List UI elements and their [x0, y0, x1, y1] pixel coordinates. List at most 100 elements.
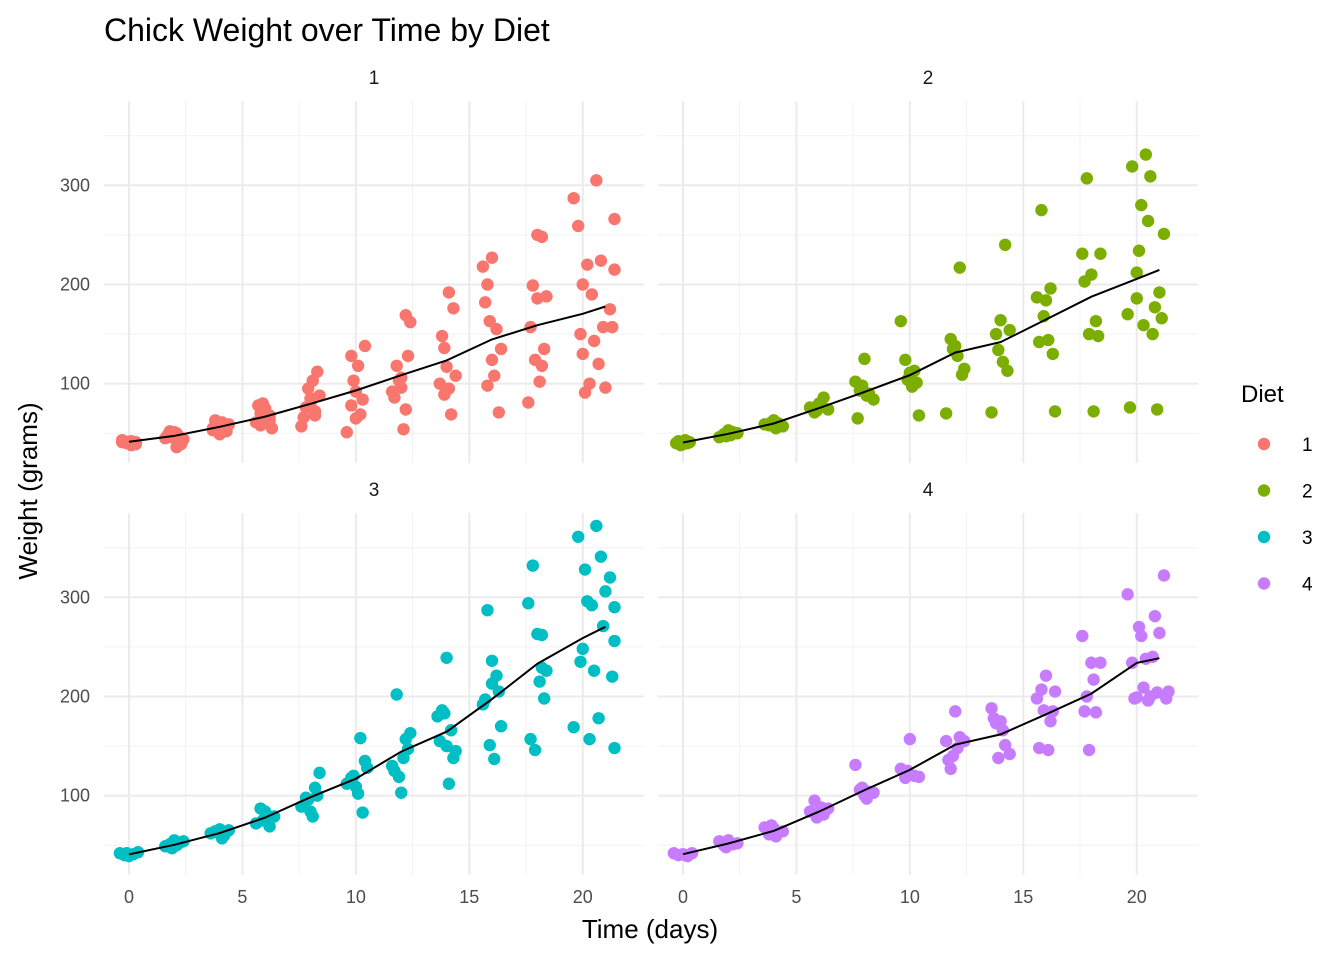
- data-point: [1042, 333, 1055, 347]
- data-point: [1076, 629, 1089, 643]
- data-point: [440, 739, 453, 753]
- data-point: [992, 751, 1005, 765]
- data-point: [347, 374, 360, 387]
- facet-panels: 1 100 200 300 2 3 100 200 300 0 5 10 15 20 4 0 5 10 15 20: [60, 68, 1198, 907]
- legend-key: [1257, 530, 1271, 544]
- data-point: [594, 550, 608, 563]
- data-point: [1155, 312, 1168, 325]
- data-point: [1126, 160, 1139, 173]
- data-point: [340, 426, 353, 439]
- data-point: [526, 279, 540, 292]
- data-point: [860, 792, 873, 805]
- data-point: [1157, 569, 1171, 582]
- data-point: [438, 341, 451, 355]
- y-tick-label: 200: [60, 686, 90, 706]
- x-tick-label: 5: [791, 887, 801, 907]
- data-point: [858, 352, 871, 366]
- data-point: [590, 519, 603, 533]
- data-point: [449, 369, 462, 382]
- data-point: [435, 329, 449, 343]
- data-point: [899, 353, 912, 367]
- data-point: [485, 677, 499, 690]
- data-point: [1121, 588, 1134, 601]
- data-point: [606, 670, 619, 683]
- data-point: [939, 734, 953, 748]
- data-point: [404, 315, 417, 329]
- data-point: [395, 786, 408, 799]
- data-point: [608, 741, 621, 755]
- legend-label: 3: [1302, 528, 1313, 549]
- data-point: [1089, 314, 1103, 328]
- data-point: [1087, 405, 1100, 418]
- data-point: [1132, 244, 1146, 257]
- data-point: [576, 347, 589, 361]
- facet-strip-label: 1: [369, 68, 380, 89]
- data-point: [1076, 247, 1089, 260]
- data-point: [576, 642, 589, 656]
- data-point: [585, 599, 599, 612]
- data-point: [1003, 747, 1016, 761]
- data-point: [608, 601, 621, 614]
- data-point: [596, 320, 610, 334]
- data-point: [390, 688, 403, 701]
- data-point: [1153, 286, 1166, 299]
- data-point: [1126, 656, 1139, 669]
- data-point: [349, 412, 363, 425]
- data-point: [447, 751, 460, 765]
- data-point: [1148, 609, 1162, 623]
- data-point: [492, 406, 505, 419]
- facet-panel-3: 3 100 200 300 0 5 10 15 20: [60, 480, 644, 907]
- data-point: [390, 359, 403, 373]
- data-point: [1132, 620, 1146, 634]
- x-tick-label: 20: [573, 887, 593, 907]
- data-point: [115, 433, 129, 447]
- data-point: [444, 408, 458, 421]
- data-point: [1160, 692, 1173, 705]
- data-point: [599, 585, 612, 598]
- data-point: [540, 290, 553, 303]
- y-tick-label: 200: [60, 274, 90, 294]
- data-point: [254, 419, 267, 432]
- data-point: [442, 286, 456, 299]
- data-point: [1035, 203, 1048, 217]
- data-point: [528, 743, 542, 757]
- data-point: [1001, 364, 1014, 377]
- data-point: [992, 343, 1005, 357]
- y-tick-label: 100: [60, 786, 90, 806]
- data-point: [163, 425, 176, 438]
- data-point: [442, 777, 456, 790]
- mean-line: [128, 305, 606, 443]
- data-point: [485, 654, 499, 667]
- data-point: [998, 238, 1012, 252]
- x-tick-label: 0: [124, 887, 134, 907]
- data-point: [358, 339, 372, 353]
- data-point: [306, 810, 319, 823]
- data-point: [996, 724, 1010, 737]
- data-point: [494, 342, 508, 356]
- data-point: [351, 359, 365, 373]
- data-point: [356, 806, 369, 819]
- data-point: [1091, 329, 1105, 343]
- data-point: [1080, 172, 1094, 185]
- data-point: [585, 288, 599, 301]
- data-point: [987, 712, 1000, 725]
- data-point: [440, 651, 453, 664]
- x-axis-title: Time (days): [582, 914, 718, 944]
- data-point: [531, 228, 544, 242]
- data-point: [955, 368, 969, 381]
- data-point: [1135, 198, 1148, 212]
- data-point: [567, 191, 580, 205]
- data-point: [401, 349, 415, 363]
- data-point: [485, 353, 499, 367]
- data-point: [574, 327, 587, 341]
- data-point: [1094, 247, 1107, 260]
- data-point: [404, 726, 417, 740]
- data-point: [910, 376, 923, 389]
- data-point: [1146, 327, 1159, 341]
- data-point: [1044, 715, 1057, 728]
- data-point: [345, 399, 358, 412]
- data-point: [388, 764, 401, 778]
- data-point: [679, 848, 692, 862]
- data-point: [485, 251, 499, 264]
